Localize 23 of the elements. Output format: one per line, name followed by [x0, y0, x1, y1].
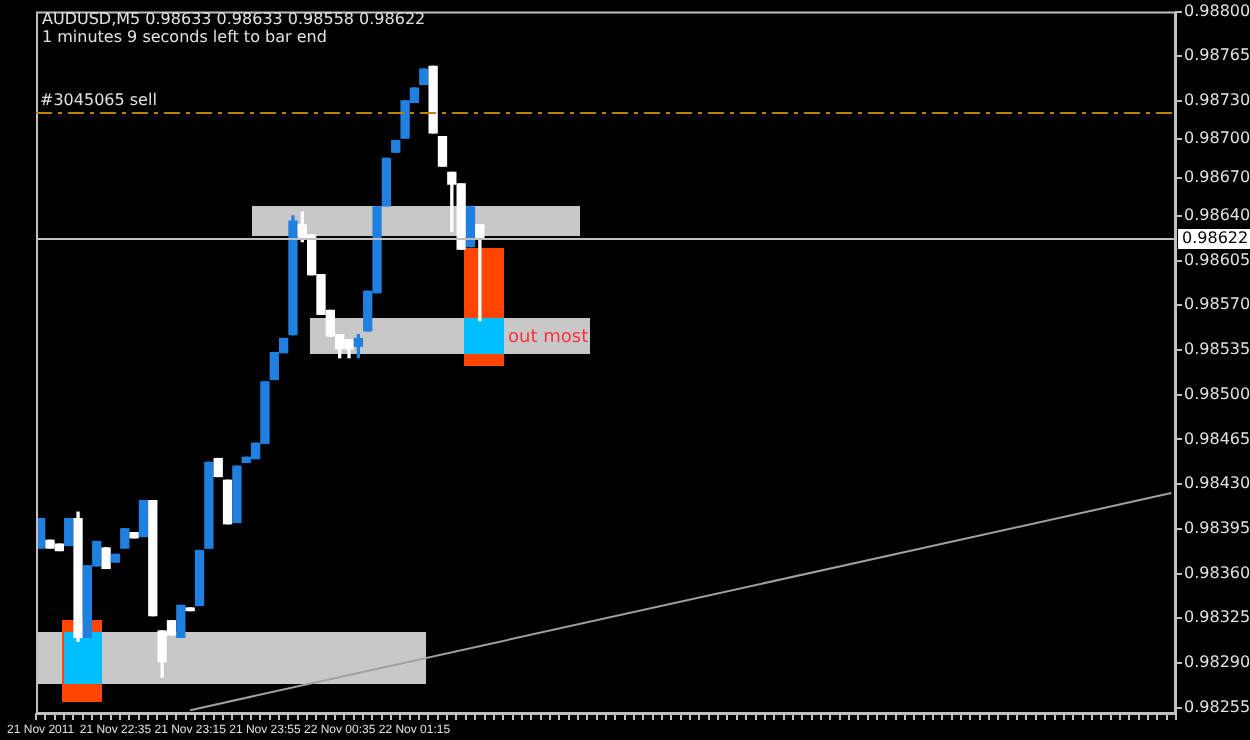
y-tick-label: 0.98465 — [1184, 429, 1250, 448]
y-tick-label: 0.98500 — [1184, 384, 1250, 403]
chart-title: AUDUSD,M5 0.98633 0.98633 0.98558 0.98622 — [42, 10, 426, 28]
ref-line-label: 0.98622 — [1182, 229, 1249, 248]
text: 1 minutes 9 seconds left to bar end — [42, 28, 327, 46]
ref-line-label: #3045065 sell — [40, 91, 157, 110]
y-tick-label: 0.98640 — [1184, 206, 1250, 225]
y-tick-label: 0.98670 — [1184, 167, 1250, 186]
y-tick-label: 0.98430 — [1184, 474, 1250, 493]
y-tick-label: 0.98255 — [1184, 697, 1250, 716]
y-tick-label: 0.98290 — [1184, 653, 1250, 672]
y-tick-label: 0.98765 — [1184, 46, 1250, 65]
y-tick-label: 0.98360 — [1184, 563, 1250, 582]
y-tick-label: 0.98395 — [1184, 518, 1250, 537]
candlestick — [475, 224, 485, 322]
annotation: out most — [508, 326, 589, 350]
y-tick-label: 0.98325 — [1184, 608, 1250, 627]
y-tick-label: 0.98800 — [1184, 1, 1250, 20]
y-tick-label: 0.98730 — [1184, 91, 1250, 110]
y-tick-label: 0.98605 — [1184, 250, 1250, 269]
y-tick-label: 0.98535 — [1184, 340, 1250, 359]
y-tick-label: 0.98700 — [1184, 129, 1250, 148]
y-tick-label: 0.98570 — [1184, 295, 1250, 314]
